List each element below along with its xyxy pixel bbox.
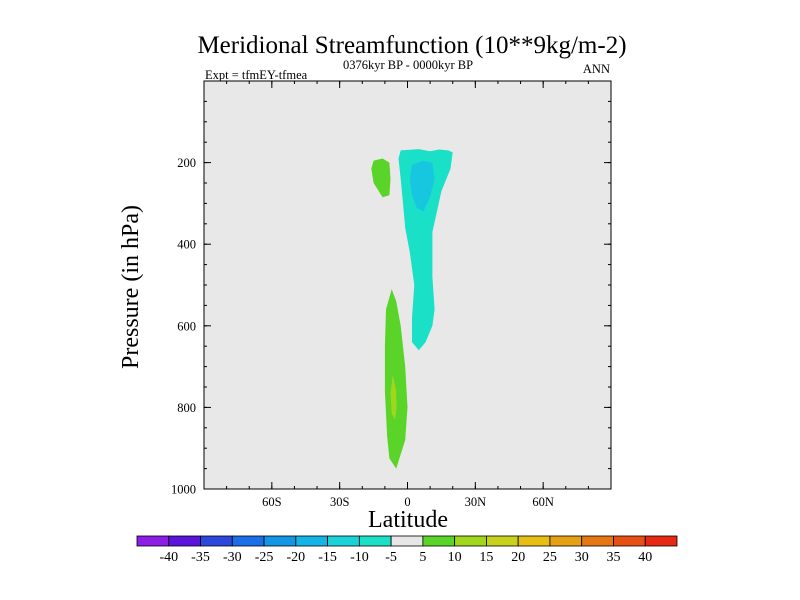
colorbar-swatch [581,535,614,547]
colorbar: -40 -35 -30 -25 -20 -15 -10 -5 5 10 15 20 25 30 35 40 [136,535,678,565]
colorbar-swatch [454,535,487,547]
chart-title: Meridional Streamfunction (10**9kg/m-2) [197,32,626,59]
colorbar-label: -30 [223,550,242,565]
colorbar-swatch [486,535,519,547]
colorbar-swatch [390,535,424,547]
colorbar-label: 40 [638,550,652,565]
colorbar-label: -5 [385,550,397,565]
colorbar-swatch [613,535,646,547]
y-tick-label: 800 [177,401,196,415]
period-label: 0376kyr BP - 0000kyr BP [343,58,473,72]
colorbar-swatch [136,535,170,547]
colorbar-label: 20 [511,550,525,565]
x-tick-label: 0 [404,495,410,509]
colorbar-swatch [358,535,392,547]
axis-ticks: 60S 30S 0 30N 60N 200 400 600 800 1000 [171,80,612,509]
colorbar-label: 30 [575,550,589,565]
colorbar-swatch [549,535,583,547]
colorbar-label: -35 [191,550,210,565]
colorbar-label: 25 [543,550,557,565]
colorbar-swatch [200,535,233,547]
colorbar-label: 5 [419,550,426,565]
colorbar-swatch [168,535,201,547]
colorbar-label: -20 [286,550,305,565]
contour-lower-positive-core [390,374,397,420]
colorbar-swatch [517,535,551,547]
contour-upper-negative-core [409,160,435,212]
season-label: ANN [583,62,610,76]
colorbar-label: -40 [159,550,178,565]
colorbar-swatch [295,535,328,547]
contour-regions [371,149,453,469]
x-tick-label: 30S [330,495,350,509]
contour-lower-positive-cell [384,289,408,469]
x-axis-label: Latitude [368,507,448,533]
x-tick-label: 30N [465,495,487,509]
y-tick-label: 200 [177,156,196,170]
colorbar-swatch [327,535,360,547]
colorbar-label: -15 [318,550,337,565]
colorbar-label: 10 [448,550,462,565]
y-tick-label: 1000 [171,483,196,497]
x-tick-label: 60N [532,495,554,509]
experiment-label: Expt = tfmEY-tfmea [205,68,308,82]
contour-upper-positive-cell [371,158,391,198]
colorbar-swatch [231,535,265,547]
y-axis-label: Pressure (in hPa) [118,205,144,369]
colorbar-label: 15 [479,550,493,565]
colorbar-swatch [263,535,297,547]
colorbar-label: 35 [607,550,621,565]
colorbar-label: -10 [350,550,369,565]
x-tick-label: 60S [262,495,282,509]
y-tick-label: 400 [177,238,196,252]
colorbar-swatch [422,535,456,547]
y-tick-label: 600 [177,319,196,333]
colorbar-label: -25 [255,550,274,565]
contour-upper-negative-cell [398,149,453,351]
colorbar-swatch [644,535,678,547]
plot-area [204,81,611,489]
